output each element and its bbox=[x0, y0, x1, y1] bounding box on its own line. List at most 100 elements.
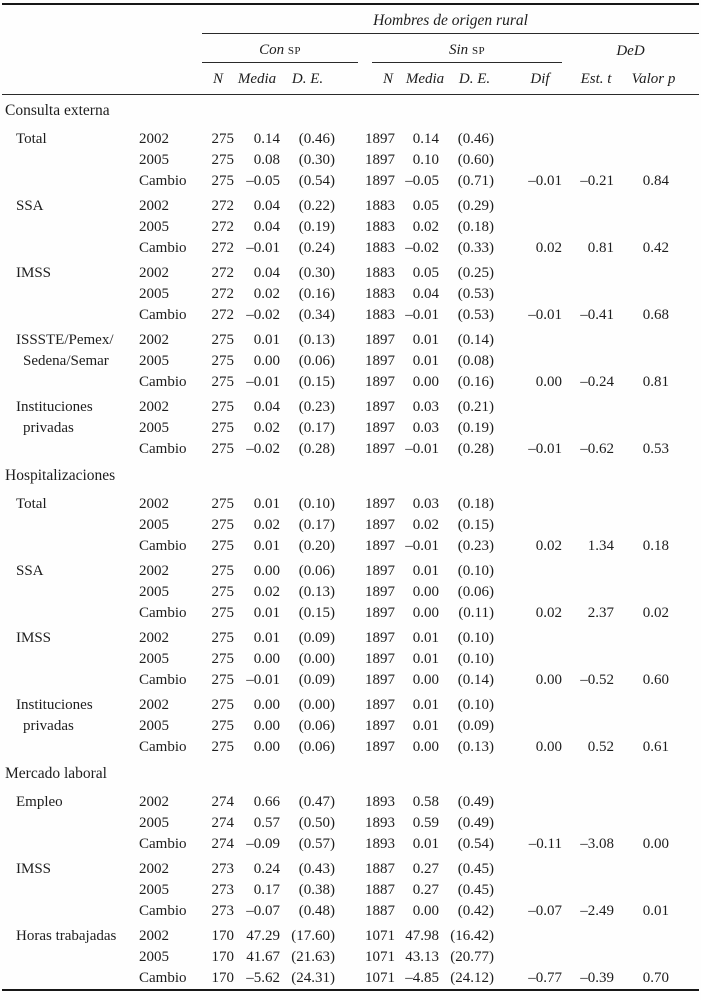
tail-cell bbox=[669, 515, 699, 536]
row-sublabel: 2005 bbox=[139, 718, 169, 734]
col-header-media-con: Media bbox=[234, 63, 280, 95]
value-cell-de-sin: (0.06) bbox=[457, 584, 494, 600]
table-row: Instituciones privadas 2002 275 0.00 (0.00) 18… bbox=[2, 691, 699, 734]
value-cell-media-con: 0.02 bbox=[253, 517, 280, 533]
value-cell-n-sin: 1897 bbox=[365, 584, 395, 600]
header-empty-cell bbox=[2, 63, 202, 95]
tail-cell bbox=[669, 788, 699, 813]
gap-cell bbox=[335, 834, 365, 855]
value-cell-dif: 0.02 bbox=[535, 240, 562, 256]
tail-cell bbox=[669, 603, 699, 624]
tail-cell bbox=[669, 691, 699, 716]
table-row: SSA 2002 275 0.00 (0.06) 1897 0.01 (0.10) bbox=[2, 557, 699, 582]
tail-cell bbox=[669, 393, 699, 418]
value-cell-est-t bbox=[562, 125, 614, 150]
row-sublabel: 2005 bbox=[139, 517, 169, 533]
table-row: Horas trabajadas 2002 170 47.29 (17.60) 1071 4… bbox=[2, 922, 699, 947]
value-cell-de-sin: (0.10) bbox=[457, 563, 494, 579]
value-cell-n-con: 275 bbox=[211, 672, 235, 688]
table-row: Total 2002 275 0.14 (0.46) 1897 0.14 (0.46) bbox=[2, 125, 699, 150]
value-cell-est-t: –0.62 bbox=[580, 441, 614, 457]
value-cell-n-sin: 1893 bbox=[365, 836, 395, 852]
value-cell-media-con: –0.02 bbox=[246, 307, 280, 323]
value-cell-de-con: (0.13) bbox=[298, 332, 335, 348]
value-cell-media-con: 0.08 bbox=[253, 152, 280, 168]
gap-cell bbox=[335, 490, 365, 515]
table-row: 2005 170 41.67 (21.63) 1071 43.13 (20.77) bbox=[2, 947, 699, 968]
row-sublabel: 2005 bbox=[139, 152, 169, 168]
value-cell-de-sin: (0.46) bbox=[457, 131, 494, 147]
tail-cell bbox=[669, 192, 699, 217]
value-cell-n-con: 275 bbox=[211, 496, 235, 512]
value-cell-valor-p: 0.53 bbox=[642, 441, 669, 457]
value-cell-est-t bbox=[562, 649, 614, 670]
value-cell-valor-p bbox=[614, 813, 669, 834]
row-sublabel: 2002 bbox=[139, 630, 169, 646]
group-ded-cell: DeD bbox=[562, 34, 699, 63]
header-gap-cell bbox=[335, 63, 365, 95]
table-row: 2005 275 0.02 (0.17) 1897 0.02 (0.15) bbox=[2, 515, 699, 536]
value-cell-valor-p: 0.61 bbox=[642, 739, 669, 755]
value-cell-de-sin: (20.77) bbox=[450, 949, 494, 965]
value-cell-valor-p bbox=[614, 515, 669, 536]
gap-cell bbox=[335, 880, 365, 901]
value-cell-est-t bbox=[562, 880, 614, 901]
tail-cell bbox=[669, 557, 699, 582]
value-cell-de-con: (0.00) bbox=[298, 651, 335, 667]
group-ded-label: DeD bbox=[616, 43, 645, 59]
gap-cell bbox=[335, 439, 365, 460]
value-cell-dif bbox=[494, 947, 562, 968]
value-cell-de-con: (0.30) bbox=[298, 265, 335, 281]
value-cell-dif: 0.00 bbox=[535, 374, 562, 390]
value-cell-de-sin: (0.28) bbox=[457, 441, 494, 457]
value-cell-de-con: (0.57) bbox=[298, 836, 335, 852]
row-sublabel: 2005 bbox=[139, 815, 169, 831]
value-cell-est-t: –2.49 bbox=[580, 903, 614, 919]
value-cell-media-sin: 0.03 bbox=[412, 496, 439, 512]
gap-cell bbox=[335, 968, 365, 990]
value-cell-dif bbox=[494, 326, 562, 351]
col-header-n-con: N bbox=[202, 63, 234, 95]
table-row: Cambio 274 –0.09 (0.57) 1893 0.01 (0.54) –0.11 –… bbox=[2, 834, 699, 855]
table-row: 2005 274 0.57 (0.50) 1893 0.59 (0.49) bbox=[2, 813, 699, 834]
tail-cell bbox=[669, 855, 699, 880]
row-label-line: SSA bbox=[16, 563, 44, 579]
row-sublabel: 2002 bbox=[139, 198, 169, 214]
value-cell-media-sin: 0.03 bbox=[412, 420, 439, 436]
value-cell-est-t: 0.52 bbox=[587, 739, 614, 755]
value-cell-est-t: –0.52 bbox=[580, 672, 614, 688]
row-sublabel: 2002 bbox=[139, 332, 169, 348]
row-label-line: Sedena/Semar bbox=[23, 353, 109, 369]
table-row: Cambio 275 –0.05 (0.54) 1897 –0.05 (0.71) –0.01… bbox=[2, 171, 699, 192]
value-cell-n-con: 272 bbox=[211, 286, 235, 302]
value-cell-media-sin: 0.00 bbox=[412, 605, 439, 621]
value-cell-valor-p bbox=[614, 880, 669, 901]
value-cell-valor-p: 0.00 bbox=[642, 836, 669, 852]
value-cell-de-con: (0.09) bbox=[298, 672, 335, 688]
tail-cell bbox=[669, 737, 699, 758]
value-cell-dif: –0.07 bbox=[528, 903, 562, 919]
value-cell-n-con: 274 bbox=[211, 815, 235, 831]
value-cell-valor-p: 0.81 bbox=[642, 374, 669, 390]
row-label: IMSS bbox=[2, 259, 134, 326]
tail-cell bbox=[669, 582, 699, 603]
tail-cell bbox=[669, 217, 699, 238]
value-cell-n-sin: 1897 bbox=[365, 517, 395, 533]
section-mercado-laboral: Mercado laboral Empleo 2002 274 0.66 (0.47) 18… bbox=[2, 758, 699, 990]
value-cell-media-sin: –0.01 bbox=[405, 441, 439, 457]
value-cell-n-con: 275 bbox=[211, 563, 235, 579]
value-cell-est-t bbox=[562, 922, 614, 947]
value-cell-media-sin: 0.00 bbox=[412, 739, 439, 755]
value-cell-media-sin: 0.14 bbox=[412, 131, 439, 147]
gap-cell bbox=[335, 813, 365, 834]
value-cell-n-sin: 1897 bbox=[365, 420, 395, 436]
section-header-row: Hospitalizaciones bbox=[2, 460, 699, 490]
value-cell-de-sin: (0.10) bbox=[457, 630, 494, 646]
value-cell-de-sin: (0.23) bbox=[457, 538, 494, 554]
row-label: Horas trabajadas bbox=[2, 922, 134, 990]
value-cell-n-sin: 1071 bbox=[365, 928, 395, 944]
value-cell-n-con: 273 bbox=[211, 903, 235, 919]
group-con-sp-cell: Con SP bbox=[202, 34, 365, 63]
value-cell-de-sin: (0.53) bbox=[457, 307, 494, 323]
section-hospitalizaciones: Hospitalizaciones Total 2002 275 0.01 (0.10) 1… bbox=[2, 460, 699, 758]
